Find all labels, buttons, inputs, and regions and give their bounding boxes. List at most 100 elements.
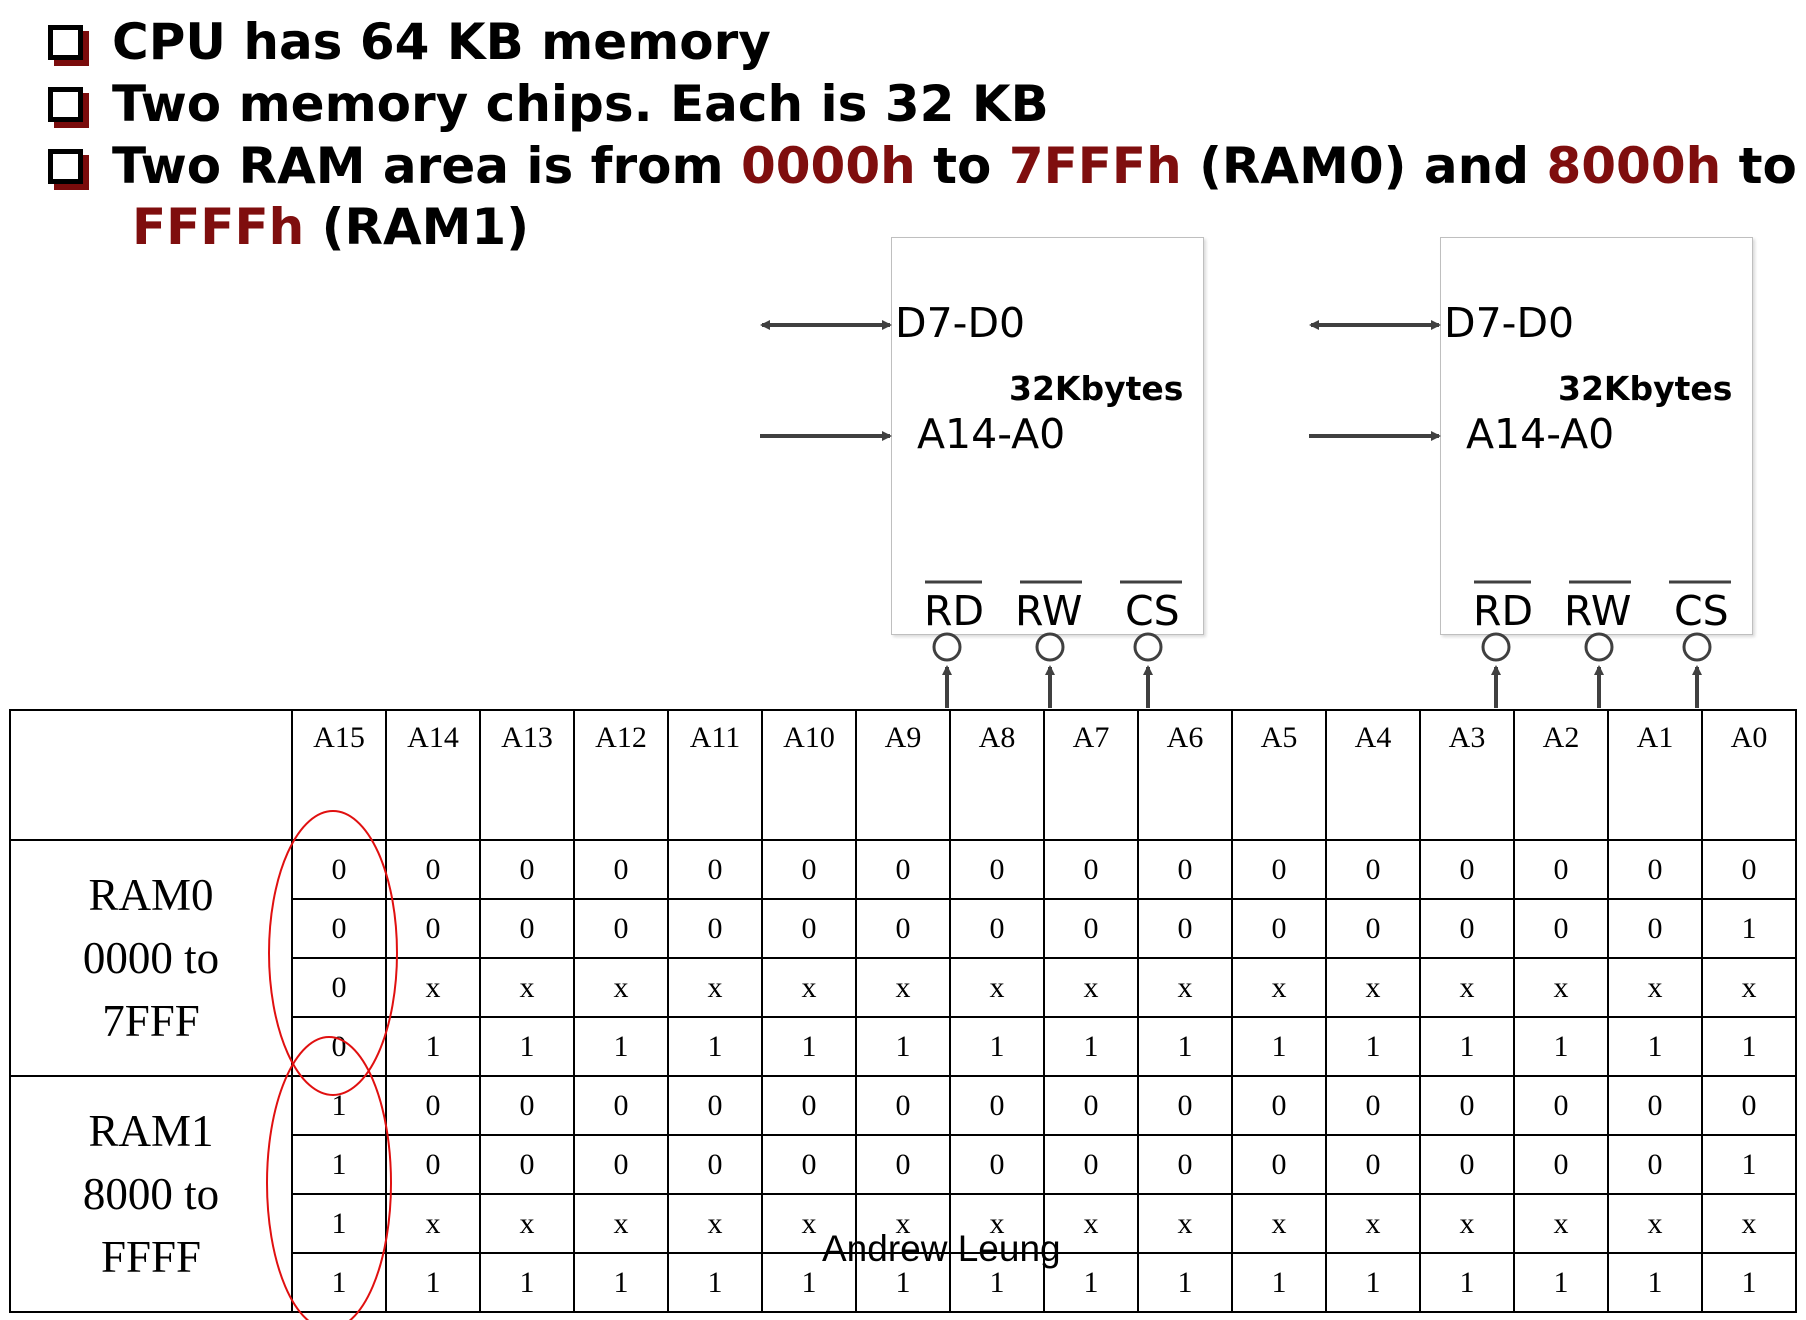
address-start-ram0: 0000h <box>740 137 916 195</box>
bit-cell: x <box>1607 1193 1703 1254</box>
bit-cell: x <box>479 1193 575 1254</box>
address-decoding-table: A15 A14 A13 A12 A11 A10 A9 A8 A7 A6 A5 A… <box>9 709 1797 1313</box>
a15-circle-ram0 <box>268 810 398 1096</box>
bullet-1: CPU has 64 KB memory <box>112 13 771 71</box>
header-a4: A4 <box>1325 709 1421 841</box>
bit-cell: 1 <box>1701 898 1797 959</box>
bit-cell: 1 <box>385 1252 481 1313</box>
bit-cell: 1 <box>573 1016 669 1077</box>
bit-cell: 1 <box>1231 1016 1327 1077</box>
bit-cell: 1 <box>479 1252 575 1313</box>
bit-cell: 1 <box>1513 1016 1609 1077</box>
bit-cell: 1 <box>761 1016 857 1077</box>
header-a6: A6 <box>1137 709 1233 841</box>
bit-cell: x <box>1513 1193 1609 1254</box>
bit-cell: 0 <box>1607 1134 1703 1195</box>
table-row: RAM1 8000 to FFFF 1 0 0 0 0 0 0 0 0 0 0 0 0 0 0 0 <box>9 1075 1797 1313</box>
checkbox-bullet-icon <box>48 87 83 122</box>
bit-cell: 0 <box>1043 1075 1139 1136</box>
chip-1-size: 32Kbytes <box>1558 369 1733 408</box>
rw-inverter-bubble <box>1584 632 1614 662</box>
bit-cell: 0 <box>573 839 669 900</box>
ram-range-label-line: RAM0 <box>88 869 214 920</box>
bit-cell: 0 <box>291 898 387 959</box>
bit-cell: x <box>1137 1193 1233 1254</box>
bit-cell: 1 <box>1137 1016 1233 1077</box>
rw-inverter-bubble <box>1035 632 1065 662</box>
table-row: RAM0 0000 to 7FFF 0 0 0 0 0 0 0 0 0 0 0 0 0 0 0 0 <box>9 839 1797 1077</box>
header-a9: A9 <box>855 709 951 841</box>
bit-cell: 0 <box>1419 1075 1515 1136</box>
bit-cell: x <box>1231 1193 1327 1254</box>
bit-cell: 0 <box>761 898 857 959</box>
bit-cell: 1 <box>573 1252 669 1313</box>
a15-circle-ram1 <box>266 1036 392 1320</box>
bit-cell: 0 <box>291 839 387 900</box>
chip-0-data-pins: D7-D0 <box>895 299 1026 347</box>
bit-cell: 0 <box>949 1075 1045 1136</box>
chip-1-data-pins: D7-D0 <box>1444 299 1575 347</box>
bit-cell: 0 <box>385 1075 481 1136</box>
bit-cell: 0 <box>385 898 481 959</box>
header-a7: A7 <box>1043 709 1139 841</box>
ram-range-label-line: RAM1 <box>88 1105 214 1156</box>
bit-cell: x <box>855 957 951 1018</box>
bit-cell: 0 <box>1043 1134 1139 1195</box>
bit-cell: x <box>1419 957 1515 1018</box>
bit-cell: 0 <box>1607 898 1703 959</box>
cs-inverter-bubble <box>1133 632 1163 662</box>
bit-cell: x <box>667 1193 763 1254</box>
bit-cell: 0 <box>1607 839 1703 900</box>
bit-cell: 1 <box>1701 1252 1797 1313</box>
bit-cell: 0 <box>1043 839 1139 900</box>
bit-cell: 0 <box>1137 1075 1233 1136</box>
bit-cell: 0 <box>479 1134 575 1195</box>
bit-cell: x <box>1325 1193 1421 1254</box>
bit-cell: 0 <box>1043 898 1139 959</box>
chip-0-cs-pin: CS <box>1125 587 1180 635</box>
bit-cell: x <box>1607 957 1703 1018</box>
bit-cell: 1 <box>667 1252 763 1313</box>
bullet-3-text-e: (RAM1) <box>304 198 530 256</box>
bit-cell: 0 <box>479 898 575 959</box>
bit-cell: 1 <box>949 1016 1045 1077</box>
bit-cell: 0 <box>291 957 387 1018</box>
bit-cell: x <box>573 957 669 1018</box>
bit-cell: 0 <box>1513 1075 1609 1136</box>
bullet-3: Two RAM area is from 0000h to 7FFFh (RAM… <box>112 137 1797 195</box>
bit-cell: 0 <box>479 1075 575 1136</box>
bit-cell: 0 <box>667 1134 763 1195</box>
bit-cell: 0 <box>667 839 763 900</box>
bit-cell: 1 <box>1325 1016 1421 1077</box>
bit-cell: 0 <box>1137 1134 1233 1195</box>
bit-cell: 0 <box>761 1134 857 1195</box>
bit-cell: 0 <box>1137 898 1233 959</box>
bit-cell: 0 <box>949 1134 1045 1195</box>
bit-cell: 0 <box>855 1134 951 1195</box>
table-header-row: A15 A14 A13 A12 A11 A10 A9 A8 A7 A6 A5 A… <box>9 709 1797 841</box>
header-a12: A12 <box>573 709 669 841</box>
address-end-ram1: FFFFh <box>132 198 305 256</box>
bullet-3-text-b: to <box>915 137 1009 195</box>
bit-cell: 0 <box>761 1075 857 1136</box>
bit-cell: 0 <box>1325 1075 1421 1136</box>
bit-cell: 0 <box>949 839 1045 900</box>
bit-cell: 1 <box>291 1134 387 1195</box>
bit-cell: 1 <box>291 1075 387 1136</box>
bit-cell: 0 <box>855 839 951 900</box>
bit-cell: 1 <box>385 1016 481 1077</box>
bit-cell: x <box>385 957 481 1018</box>
checkbox-bullet-icon <box>48 149 83 184</box>
bit-cell: 1 <box>667 1016 763 1077</box>
bit-cell: x <box>855 1193 951 1254</box>
header-a15: A15 <box>291 709 387 841</box>
memory-chip-ram1 <box>1440 237 1753 635</box>
chip-0-rd-pin: RD <box>924 587 985 635</box>
bit-cell: 1 <box>1701 1016 1797 1077</box>
header-a14: A14 <box>385 709 481 841</box>
bit-cell: 1 <box>1043 1016 1139 1077</box>
bit-cell: 0 <box>385 1134 481 1195</box>
